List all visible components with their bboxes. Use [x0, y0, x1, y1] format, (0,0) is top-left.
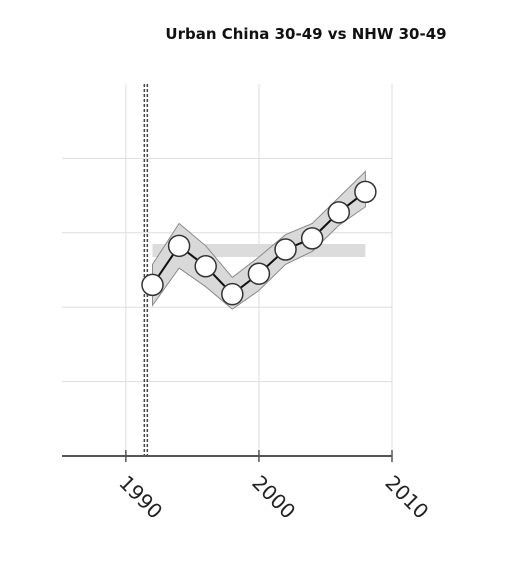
reference-line-layer [143, 84, 149, 456]
chart-title: Urban China 30-49 vs NHW 30-49 [165, 25, 446, 43]
data-point-8 [354, 180, 377, 204]
data-point-4 [247, 262, 271, 285]
x-tick-label-1: 2000 [247, 471, 300, 524]
x-tick-label-2: 2010 [380, 471, 433, 524]
data-point-1 [167, 234, 191, 258]
data-point-7 [327, 201, 351, 224]
data-point-6 [300, 227, 324, 250]
data-point-2 [194, 255, 217, 278]
axes [62, 450, 393, 462]
data-point-5 [274, 238, 297, 261]
tick-labels: 1990 2000 2010 [114, 471, 433, 524]
series-layer [141, 180, 377, 306]
x-tick-label-0: 1990 [114, 471, 167, 524]
data-point-3 [221, 282, 244, 306]
grid [62, 84, 393, 456]
data-point-0 [141, 273, 164, 297]
